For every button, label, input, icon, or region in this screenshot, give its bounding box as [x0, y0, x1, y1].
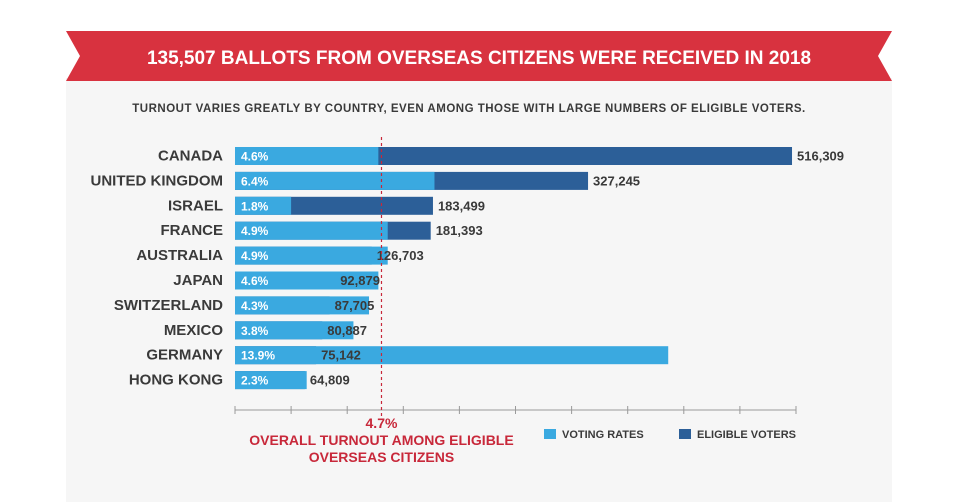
- voting-rate-label-united-kingdom: 6.4%: [241, 174, 269, 188]
- overall-turnout-caption: OVERALL TURNOUT AMONG ELIGIBLE: [249, 432, 513, 448]
- voting-rate-label-france: 4.9%: [241, 224, 269, 238]
- voting-rate-label-canada: 4.6%: [241, 150, 269, 164]
- banner-title: 135,507 BALLOTS FROM OVERSEAS CITIZENS W…: [147, 48, 811, 69]
- eligible-value-label-canada: 516,309: [797, 149, 844, 164]
- overall-turnout-value: 4.7%: [366, 415, 398, 431]
- eligible-value-label-hong-kong: 64,809: [310, 373, 350, 388]
- category-label-australia: AUSTRALIA: [136, 247, 223, 264]
- eligible-value-label-switzerland: 87,705: [335, 298, 375, 313]
- category-label-hong-kong: HONG KONG: [129, 372, 223, 389]
- title-banner: 135,507 BALLOTS FROM OVERSEAS CITIZENS W…: [66, 31, 892, 81]
- legend-swatch-voting-rates: [544, 429, 556, 439]
- category-label-united-kingdom: UNITED KINGDOM: [91, 172, 224, 189]
- category-label-israel: ISRAEL: [168, 197, 223, 214]
- eligible-value-label-united-kingdom: 327,245: [593, 173, 640, 188]
- overall-turnout-caption: OVERSEAS CITIZENS: [309, 449, 454, 465]
- category-label-germany: GERMANY: [146, 347, 223, 364]
- voting-rate-label-israel: 1.8%: [241, 199, 269, 213]
- legend-label-voting-rates: VOTING RATES: [562, 429, 644, 441]
- eligible-value-label-israel: 183,499: [438, 198, 485, 213]
- eligible-value-label-japan: 92,879: [340, 273, 380, 288]
- category-label-switzerland: SWITZERLAND: [114, 297, 223, 314]
- voting-rate-label-japan: 4.6%: [241, 274, 269, 288]
- eligible-value-label-australia: 126,703: [377, 248, 424, 263]
- legend-label-eligible-voters: ELIGIBLE VOTERS: [697, 429, 796, 441]
- voting-rate-label-mexico: 3.8%: [241, 324, 269, 338]
- infographic: 135,507 BALLOTS FROM OVERSEAS CITIZENS W…: [0, 0, 958, 502]
- voting-rate-label-hong-kong: 2.3%: [241, 374, 269, 388]
- chart-subtitle: TURNOUT VARIES GREATLY BY COUNTRY, EVEN …: [132, 103, 806, 115]
- category-label-canada: CANADA: [158, 148, 223, 165]
- voting-rate-label-australia: 4.9%: [241, 249, 269, 263]
- voting-rate-label-germany: 13.9%: [241, 349, 275, 363]
- voting-rate-label-switzerland: 4.3%: [241, 299, 269, 313]
- eligible-value-label-france: 181,393: [436, 223, 483, 238]
- eligible-value-label-mexico: 80,887: [327, 323, 367, 338]
- eligible-value-label-germany: 75,142: [321, 348, 361, 363]
- category-label-mexico: MEXICO: [164, 322, 224, 339]
- voting-rate-bar-germany: [235, 346, 668, 364]
- category-label-france: FRANCE: [161, 222, 224, 239]
- category-label-japan: JAPAN: [173, 272, 223, 289]
- legend-swatch-eligible-voters: [679, 429, 691, 439]
